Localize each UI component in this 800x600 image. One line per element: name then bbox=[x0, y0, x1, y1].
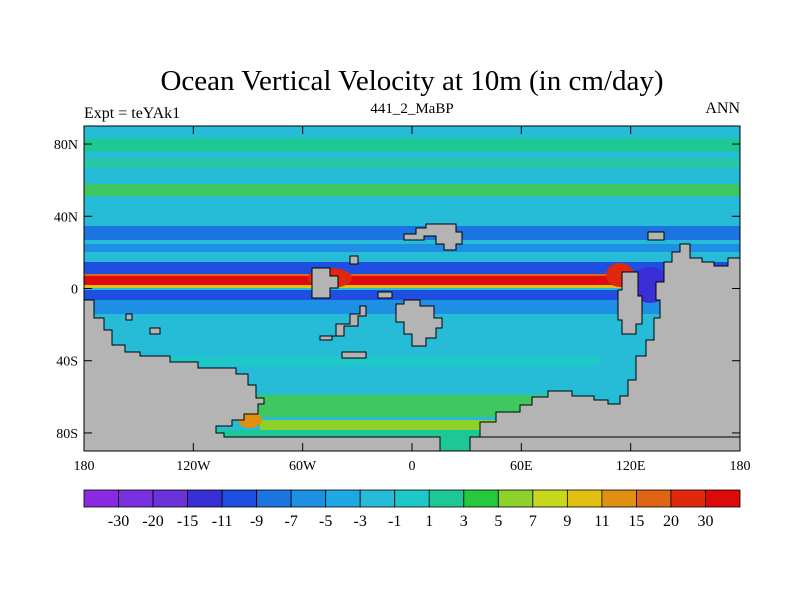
x-tick-label: 120E bbox=[616, 459, 646, 474]
colorbar-label: -30 bbox=[108, 513, 129, 530]
north-cyan-band bbox=[84, 244, 740, 252]
eastern-continent bbox=[479, 243, 740, 438]
colorbar-label: 3 bbox=[460, 513, 468, 530]
south-island bbox=[319, 305, 367, 341]
colorbar-swatch bbox=[428, 489, 465, 508]
mid-ocean-continent bbox=[395, 299, 443, 347]
southern-green-band-2 bbox=[260, 420, 500, 432]
small-island-west bbox=[125, 313, 133, 321]
equatorial-band-yellow bbox=[84, 285, 740, 288]
colorbar-label: 30 bbox=[697, 513, 713, 530]
small-island-south bbox=[341, 351, 367, 359]
colorbar-label: 15 bbox=[628, 513, 644, 530]
colorbar-label: 1 bbox=[425, 513, 433, 530]
western-continent bbox=[84, 299, 441, 451]
colorbar-swatch bbox=[463, 489, 499, 508]
colorbar-label: 7 bbox=[529, 513, 537, 530]
colorbar-label: 20 bbox=[663, 513, 679, 530]
colorbar-label: 5 bbox=[494, 513, 502, 530]
colorbar-swatch bbox=[394, 489, 430, 508]
south-blue-band bbox=[84, 290, 740, 300]
equatorial-band-red bbox=[84, 276, 740, 285]
colorbar-swatch bbox=[290, 489, 327, 508]
velocity-field bbox=[84, 138, 740, 451]
colorbar-swatch bbox=[256, 489, 292, 508]
map-plot bbox=[84, 126, 740, 451]
tropical-blue-band bbox=[84, 262, 740, 274]
small-island-east bbox=[647, 231, 665, 241]
colorbar-label: -15 bbox=[177, 513, 198, 530]
x-tick-label: 60W bbox=[289, 459, 317, 474]
eastern-peninsula bbox=[617, 271, 643, 335]
x-tick-label: 120W bbox=[176, 459, 211, 474]
colorbar-label: -3 bbox=[354, 513, 367, 530]
season-label: ANN bbox=[705, 100, 740, 117]
small-island-mid bbox=[377, 291, 393, 299]
colorbar-label: -7 bbox=[284, 513, 297, 530]
colorbar-swatch bbox=[566, 489, 603, 508]
colorbar-swatch bbox=[359, 489, 396, 508]
arctic-band bbox=[84, 138, 740, 152]
colorbar-swatch bbox=[497, 489, 534, 508]
colorbar-label: -20 bbox=[142, 513, 163, 530]
colorbar-label: 9 bbox=[563, 513, 571, 530]
southern-green-band bbox=[220, 395, 560, 417]
y-tick-label: 40S bbox=[56, 355, 78, 370]
small-island-west-2 bbox=[149, 327, 161, 335]
colorbar-swatch bbox=[118, 489, 154, 508]
colorbar-label: -1 bbox=[388, 513, 401, 530]
y-tick-label: 0 bbox=[71, 283, 78, 298]
y-tick-label: 40N bbox=[54, 210, 78, 225]
x-axis: 180 120W 60W 0 60E 120E 180 bbox=[74, 126, 751, 474]
colorbar-swatch bbox=[325, 489, 361, 508]
south-polar-landmass bbox=[469, 436, 740, 451]
subpolar-band-north bbox=[84, 158, 740, 168]
colorbar-swatch bbox=[532, 489, 568, 508]
y-axis: 80N 40N 0 40S 80S bbox=[54, 138, 740, 442]
x-tick-label: 0 bbox=[409, 459, 416, 474]
colorbar-swatch bbox=[601, 489, 637, 508]
time-label: 441_2_MaBP bbox=[370, 101, 453, 117]
colorbar-swatch bbox=[152, 489, 188, 508]
colorbar-swatch bbox=[83, 489, 119, 508]
colorbar-label: -9 bbox=[250, 513, 263, 530]
colorbar-swatch bbox=[705, 489, 741, 508]
south-cyan-band bbox=[150, 356, 600, 366]
land-masses bbox=[84, 223, 740, 451]
chart-title: Ocean Vertical Velocity at 10m (in cm/da… bbox=[160, 65, 663, 97]
x-tick-label: 180 bbox=[74, 459, 95, 474]
equatorial-island-west bbox=[311, 267, 339, 299]
colorbar-label: 11 bbox=[594, 513, 609, 530]
y-tick-label: 80N bbox=[54, 138, 78, 153]
colorbar-swatch bbox=[670, 489, 706, 508]
colorbar: -30 -20 -15 -11 -9 -7 -5 -3 -1 1 3 5 7 9 11 15 20 30 bbox=[83, 489, 741, 530]
x-tick-label: 60E bbox=[510, 459, 533, 474]
experiment-label: Expt = teYAk1 bbox=[84, 105, 180, 122]
colorbar-swatch bbox=[636, 489, 672, 508]
equatorial-band-orange bbox=[84, 274, 740, 276]
north-green-band bbox=[84, 184, 740, 196]
x-tick-label: 180 bbox=[730, 459, 751, 474]
colorbar-label: -5 bbox=[319, 513, 332, 530]
northern-island bbox=[403, 223, 463, 251]
colorbar-swatch bbox=[221, 489, 258, 508]
y-tick-label: 80S bbox=[56, 427, 78, 442]
north-blue-band bbox=[84, 226, 740, 240]
colorbar-label: -11 bbox=[212, 513, 233, 530]
colorbar-swatch bbox=[187, 489, 223, 508]
small-island-north bbox=[349, 255, 359, 265]
